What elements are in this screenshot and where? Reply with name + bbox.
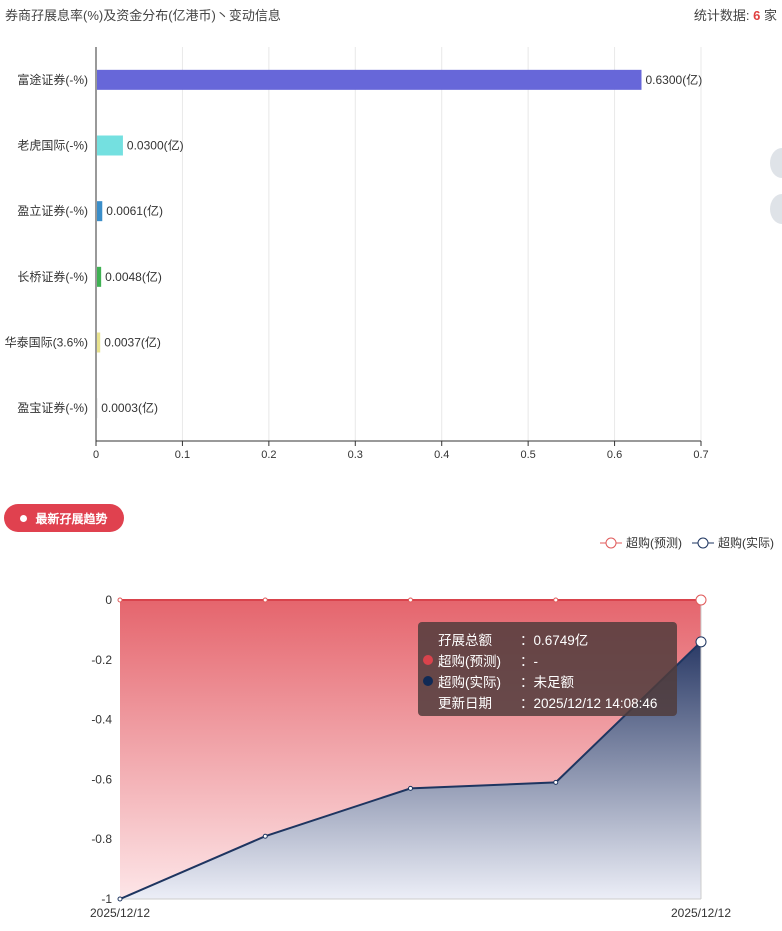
forecast-dot-icon [423,654,433,665]
bar [97,135,123,156]
side-handle[interactable] [770,194,782,224]
x-tick-label: 2025/12/12 [90,906,150,920]
actual-point [553,779,559,785]
actual-point [695,636,707,648]
stat-unit: 家 [763,8,777,23]
legend-label: 超购(实际) [718,536,774,550]
forecast-point [262,597,268,603]
tooltip-key: 超购(预测) [438,653,501,669]
spacer [423,697,433,707]
x-tick-label: 0 [93,449,99,461]
y-tick-label: -0.6 [91,772,112,786]
category-label: 老虎国际(-%) [17,139,88,153]
actual-point [262,833,268,839]
data-label: 0.0037(亿) [104,335,161,350]
actual-point [117,896,123,902]
x-tick-label: 2025/12/12 [671,906,731,920]
y-tick-label: -0.4 [91,713,112,727]
x-tick-label: 0.6 [607,449,622,461]
forecast-point [408,597,413,603]
tooltip-row: 超购(实际) ：未足额 [418,670,677,691]
tooltip-key: 超购(实际) [438,674,501,690]
category-label: 富途证券(-%) [17,72,88,87]
legend-circle-icon [692,537,714,548]
chart-legend: 超购(预测) 超购(实际) [600,534,774,551]
y-tick-label: -0.8 [91,832,112,846]
forecast-point [117,597,123,603]
category-label: 盈立证券(-%) [17,203,88,218]
tooltip-row: 超购(预测) ：- [418,649,677,670]
category-label: 长桥证券(-%) [17,269,88,284]
side-handle[interactable] [770,148,782,178]
tooltip-value: ：- [520,653,538,669]
tooltip-row: 更新日期 ：2025/12/12 14:08:46 [418,691,677,712]
tooltip-key: 孖展总额 [438,632,492,648]
bar [97,266,102,287]
tooltip-value: ：0.6749亿 [520,632,589,648]
forecast-point [695,594,707,606]
x-tick-label: 0.1 [175,449,190,461]
stat-summary: 统计数据: 6 家 [694,5,777,24]
bar [97,201,103,222]
x-tick-label: 0.5 [520,449,535,461]
page-title: 券商孖展息率(%)及资金分布(亿港币)丶变动信息 [5,8,281,23]
data-label: 0.0003(亿) [101,400,158,415]
y-tick-label: -1 [101,892,112,906]
spacer [423,634,433,644]
actual-dot-icon [423,675,433,686]
legend-forecast[interactable]: 超购(预测) [600,534,682,551]
broker-bar-chart: 0 0.1 0.2 0.3 0.4 0.5 0.6 0.7 富途证券(-%) 0.6300(亿) 老… [5,47,709,461]
latest-trend-button[interactable]: 最新孖展趋势 [4,504,124,532]
x-tick-label: 0.4 [434,449,449,461]
stat-label: 统计数据: [693,8,750,23]
forecast-point [553,597,559,603]
x-tick-label: 0.3 [348,449,363,461]
legend-actual[interactable]: 超购(实际) [692,534,774,551]
tooltip-key: 更新日期 [438,695,492,711]
x-tick-label: 0.7 [693,449,708,461]
data-label: 0.0048(亿) [105,269,162,284]
data-label: 0.0061(亿) [106,203,163,218]
legend-circle-icon [600,537,622,548]
y-tick-label: 0 [105,593,112,607]
latest-trend-label: 最新孖展趋势 [35,511,108,526]
chart-tooltip: 孖展总额 ：0.6749亿 超购(预测) ：- 超购(实际) ：未足额 更新日期 ：20… [418,622,677,716]
tooltip-row: 孖展总额 ：0.6749亿 [418,628,677,649]
actual-point [408,785,413,791]
x-tick-label: 0.2 [261,449,276,461]
category-label: 盈宝证券(-%) [17,400,88,415]
dot-icon [20,514,28,522]
data-label: 0.0300(亿) [127,138,184,153]
bar [97,332,101,353]
bar [97,69,642,90]
tooltip-value: ：2025/12/12 14:08:46 [520,695,658,711]
tooltip-value: ：未足额 [520,674,574,690]
legend-label: 超购(预测) [626,536,682,550]
stat-count: 6 [753,8,761,23]
data-label: 0.6300(亿) [646,72,703,87]
y-tick-label: -0.2 [91,653,112,667]
category-label: 华泰国际(3.6%) [5,336,88,350]
